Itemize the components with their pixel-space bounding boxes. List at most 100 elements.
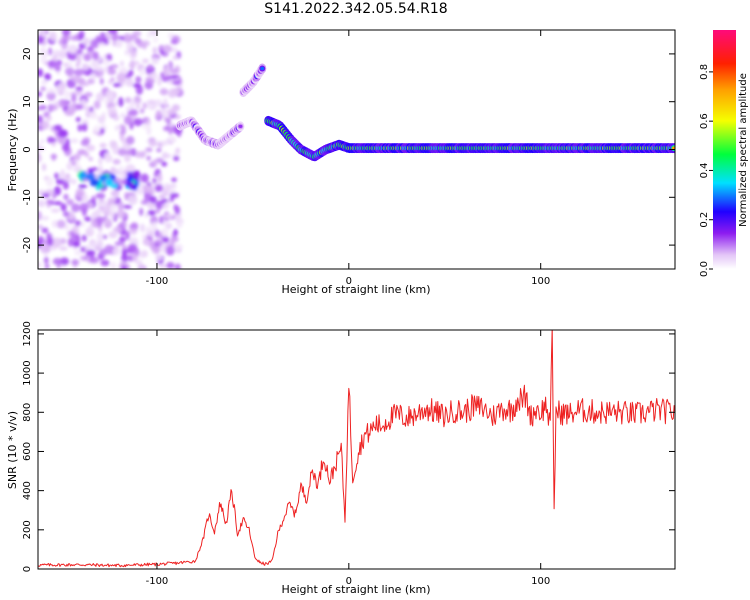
colorbar: [713, 30, 736, 269]
spectrogram-blob: [165, 245, 175, 256]
spectrogram-blob: [101, 111, 106, 122]
spectrogram-track-core: [238, 124, 243, 128]
spectrogram-blob: [99, 127, 105, 135]
spectrogram-blob: [164, 184, 172, 193]
spectrogram-blob: [67, 44, 78, 54]
spectrogram-blob: [139, 207, 144, 217]
spectrogram-blob: [49, 137, 57, 143]
spectrogram-blob: [135, 260, 143, 266]
spectrogram-blob: [124, 149, 135, 156]
spectrogram-blob: [98, 157, 103, 166]
spectrogram-blob: [61, 42, 68, 50]
spectrogram-blob: [72, 241, 81, 248]
spectrogram-blob: [164, 213, 174, 219]
snr-ytick-label: 600: [22, 442, 33, 461]
spectrogram-blob: [60, 203, 67, 212]
spectrogram-blob: [131, 253, 138, 262]
snr-ylabel: SNR (10 * v/v): [6, 411, 19, 489]
spectrogram-blob: [38, 106, 44, 111]
spectrogram-blob: [157, 172, 163, 183]
spectrogram-blob: [38, 210, 43, 221]
spectrogram-blob: [157, 231, 163, 239]
spectrogram-blob: [62, 181, 69, 190]
colorbar-tick-label: 0.6: [699, 113, 710, 129]
spectrogram-blob: [61, 30, 71, 37]
spectrogram-blob: [75, 86, 83, 91]
spectrogram-blob: [66, 177, 73, 182]
spectrogram-blob: [120, 179, 128, 185]
spectrogram-blob: [121, 125, 127, 135]
spectrogram-blob: [171, 80, 181, 86]
spectrogram-blob: [142, 102, 147, 110]
spectrogram-blob: [99, 77, 104, 85]
spectrogram-blob: [130, 222, 139, 230]
spectrogram-blob: [161, 153, 172, 158]
spectrogram-blob: [158, 194, 166, 199]
spectrogram-blob: [46, 91, 56, 101]
spectrogram-blob: [112, 247, 121, 256]
spectrogram-ytick-label: -20: [22, 237, 33, 253]
spectrogram-blob: [86, 173, 96, 181]
spectrogram-blob: [58, 98, 68, 108]
spectrogram-blob: [128, 181, 135, 190]
spectrogram-blob: [146, 155, 151, 161]
spectrogram-blob: [107, 68, 117, 75]
spectrogram-blob: [127, 243, 138, 252]
spectrogram-blob: [112, 227, 122, 233]
spectrogram-blob: [51, 153, 56, 162]
spectrogram-blob: [124, 115, 133, 125]
spectrogram-blob: [93, 100, 101, 110]
spectrogram-ylabel: Frequency (Hz): [6, 109, 19, 192]
spectrogram-blob: [132, 170, 141, 179]
spectrogram-blob: [118, 236, 126, 243]
spectrogram-track-core: [260, 66, 265, 71]
spectrogram-blob: [89, 113, 99, 120]
spectrogram-xlabel: Height of straight line (km): [281, 283, 430, 296]
spectrogram-blob: [59, 246, 68, 251]
spectrogram-blob: [73, 165, 83, 173]
spectrogram-blob: [105, 89, 115, 100]
spectrogram-blob: [112, 82, 122, 88]
spectrogram-blob: [47, 237, 54, 247]
spectrogram-blob: [55, 84, 62, 94]
spectrogram-blob: [107, 106, 117, 117]
spectrogram-blob: [109, 140, 115, 147]
spectrogram-blob: [46, 199, 55, 204]
spectrogram-blob: [158, 263, 167, 269]
spectrogram-blob: [142, 58, 149, 64]
spectrogram-blob: [103, 152, 111, 162]
spectrogram-blob: [38, 154, 42, 163]
spectrogram-blob: [151, 57, 159, 65]
spectrogram-blob: [90, 39, 100, 49]
spectrogram-blob: [134, 95, 141, 103]
spectrogram-blob: [170, 39, 178, 45]
spectrogram-blob: [105, 217, 111, 226]
spectrogram-blob: [146, 99, 157, 105]
spectrogram-blob: [110, 77, 115, 82]
spectrogram-blob: [147, 64, 154, 71]
spectrogram-blob: [146, 32, 153, 39]
spectrogram-blob: [162, 44, 173, 53]
spectrogram-blob: [53, 172, 60, 180]
snr-xtick-label: -100: [146, 576, 169, 587]
spectrogram-blob: [61, 35, 70, 42]
spectrogram-blob: [147, 79, 156, 84]
spectrogram-xtick-label: -100: [146, 276, 169, 287]
snr-xtick-label: 0: [346, 576, 352, 587]
snr-xlabel: Height of straight line (km): [281, 583, 430, 596]
spectrogram-blob: [56, 59, 63, 66]
spectrogram-blob: [154, 245, 161, 255]
spectrogram-blob: [75, 220, 82, 226]
spectrogram-blob: [173, 244, 181, 253]
spectrogram-blob: [79, 202, 89, 213]
spectrogram-blob: [148, 140, 158, 147]
spectrogram-blob: [47, 60, 58, 69]
spectrogram-blob: [82, 64, 90, 71]
spectrogram-blob: [159, 215, 164, 224]
spectrogram-blob: [48, 104, 58, 111]
spectrogram-blob: [143, 184, 154, 194]
spectrogram-blob: [54, 65, 61, 72]
spectrogram-blob: [44, 73, 52, 81]
spectrogram-blob: [160, 71, 165, 79]
spectrogram-blob: [40, 138, 45, 144]
